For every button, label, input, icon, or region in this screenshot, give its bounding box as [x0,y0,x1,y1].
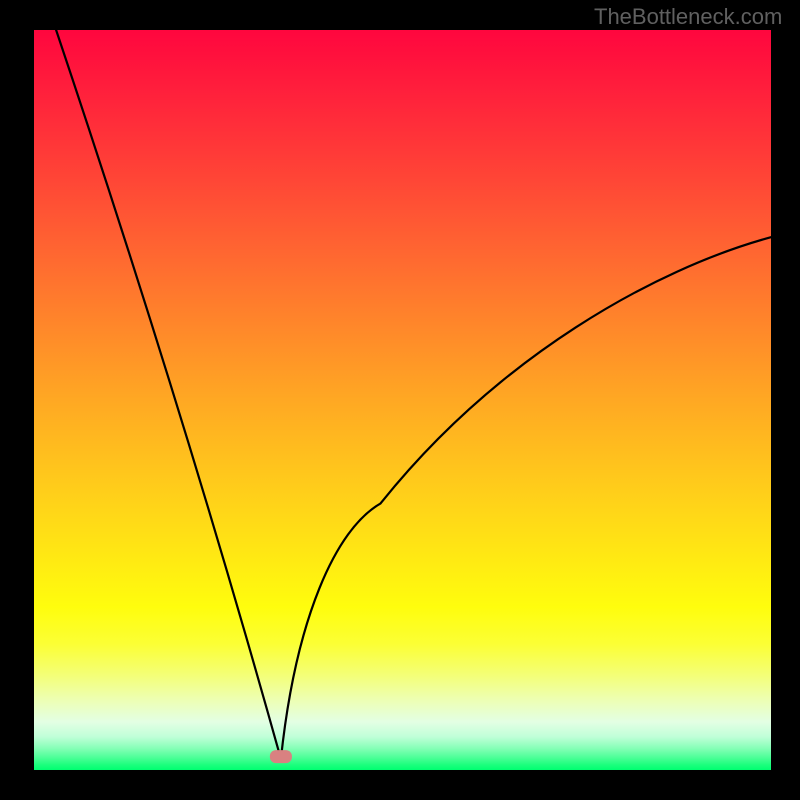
optimal-point-marker [270,750,292,763]
bottleneck-chart [0,0,800,800]
plot-background [34,30,771,770]
watermark-text: TheBottleneck.com [594,4,782,30]
